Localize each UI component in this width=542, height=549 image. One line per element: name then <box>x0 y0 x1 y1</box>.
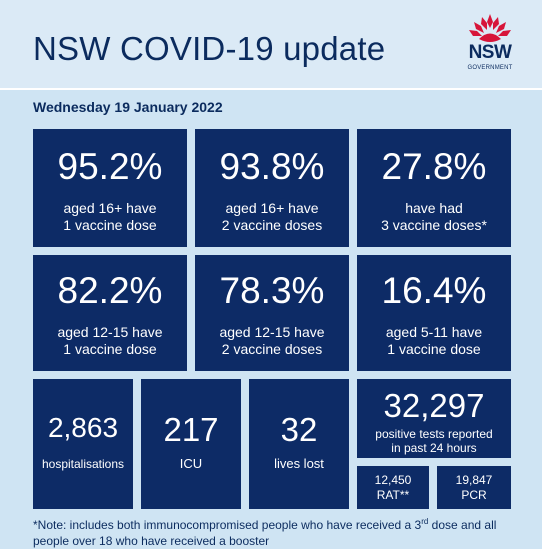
stat-value: 78.3% <box>219 270 325 311</box>
report-date: Wednesday 19 January 2022 <box>33 99 223 115</box>
stat-value: 19,847 <box>455 473 493 487</box>
stat-label-line2: 1 vaccine dose <box>63 217 157 233</box>
stat-tile-12-15-dose1: 82.2% aged 12-15 have 1 vaccine dose <box>33 255 187 371</box>
stat-tile-icu: 217 ICU <box>141 379 241 509</box>
stat-tile-lives-lost: 32 lives lost <box>249 379 349 509</box>
logo-wordmark: NSW <box>468 42 512 63</box>
stat-label-line1: have had <box>405 200 463 216</box>
stat-label-line2: 1 vaccine dose <box>63 341 157 357</box>
footnote: *Note: includes both immunocompromised p… <box>33 514 533 549</box>
page-title: NSW COVID-19 update <box>33 30 386 67</box>
stat-label: ICU <box>179 456 203 471</box>
stat-tile-positive-tests: 32,297 positive tests reported in past 2… <box>357 379 511 458</box>
stat-value: 2,863 <box>47 412 119 443</box>
stat-value: 217 <box>163 411 219 448</box>
logo-subtext: GOVERNMENT <box>467 65 513 71</box>
stat-label: RAT** <box>376 488 410 502</box>
stat-label-line2: 2 vaccine doses <box>221 217 323 233</box>
stat-value: 32,297 <box>383 387 485 424</box>
footnote-part1: *Note: includes both immunocompromised p… <box>33 518 422 532</box>
stat-tile-hospitalisations: 2,863 hospitalisations <box>33 379 133 509</box>
stat-label-line2: 3 vaccine doses* <box>381 217 487 233</box>
stat-label-line1: aged 16+ have <box>225 200 319 216</box>
stat-value: 32 <box>280 411 318 448</box>
stat-tile-rat: 12,450 RAT** <box>357 466 429 509</box>
stat-label: lives lost <box>274 456 324 471</box>
header-banner: NSW COVID-19 update NSW GOVERNMENT <box>0 0 542 90</box>
stat-label: PCR <box>461 488 487 502</box>
waratah-flower-icon <box>469 14 511 42</box>
stat-tile-16-plus-dose1: 95.2% aged 16+ have 1 vaccine dose <box>33 129 187 247</box>
stat-label-line1: positive tests reported <box>375 427 493 441</box>
stat-tile-pcr: 19,847 PCR <box>437 466 511 509</box>
stat-label-line1: aged 12-15 have <box>219 324 325 340</box>
stat-tile-dose3: 27.8% have had 3 vaccine doses* <box>357 129 511 247</box>
stat-value: 93.8% <box>219 146 325 187</box>
stat-label-line2: in past 24 hours <box>391 441 477 455</box>
stat-label-line2: 2 vaccine doses <box>221 341 323 357</box>
stat-value: 12,450 <box>374 473 412 487</box>
footnote-part2: dose and all people over 18 who have rec… <box>33 518 497 548</box>
stat-label-line2: 1 vaccine dose <box>387 341 481 357</box>
footnote-superscript: rd <box>421 517 429 526</box>
stat-label-line1: aged 12-15 have <box>57 324 163 340</box>
stat-value: 95.2% <box>57 146 163 187</box>
stat-value: 16.4% <box>381 270 487 311</box>
stat-tile-5-11-dose1: 16.4% aged 5-11 have 1 vaccine dose <box>357 255 511 371</box>
stat-label-line1: aged 16+ have <box>63 200 157 216</box>
stat-tile-16-plus-dose2: 93.8% aged 16+ have 2 vaccine doses <box>195 129 349 247</box>
stat-tile-12-15-dose2: 78.3% aged 12-15 have 2 vaccine doses <box>195 255 349 371</box>
stat-value: 27.8% <box>381 146 487 187</box>
nsw-government-logo: NSW GOVERNMENT <box>462 12 518 80</box>
stat-label: hospitalisations <box>41 457 125 471</box>
stat-value: 82.2% <box>57 270 163 311</box>
stat-label-line1: aged 5-11 have <box>385 324 483 340</box>
